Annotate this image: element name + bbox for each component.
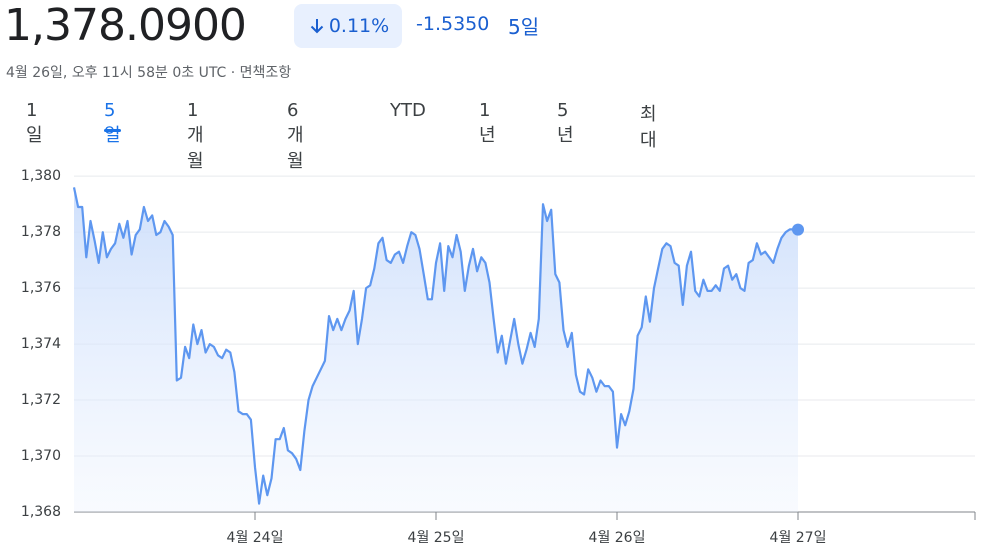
range-tab[interactable]: 1개월 — [187, 100, 204, 172]
timestamp: 4월 26일, 오후 11시 58분 0초 UTC · 면책조항 — [6, 65, 292, 81]
change-chip: 0.11% — [294, 4, 402, 48]
range-tab[interactable]: 1년 — [479, 100, 496, 146]
line — [72, 187, 799, 505]
y-tick-label: 1,372 — [21, 392, 61, 408]
down-arrow — [310, 19, 324, 34]
y-tick-label: 1,380 — [21, 168, 61, 184]
period: 5일 — [508, 15, 540, 39]
range-tab[interactable]: 5일 — [104, 100, 121, 146]
range-tab[interactable]: 최대 — [640, 104, 657, 151]
change-percent: 0.11% — [328, 15, 390, 37]
range-tab[interactable]: YTD — [390, 100, 426, 121]
change: -1.5350 — [416, 13, 490, 35]
range-tab[interactable]: 5년 — [557, 100, 574, 146]
range-tab[interactable]: 6개월 — [287, 100, 304, 172]
x-tick-label: 4월 25일 — [408, 530, 465, 546]
x-tick-label: 4월 27일 — [770, 530, 827, 546]
area — [74, 187, 798, 512]
y-tick-label: 1,376 — [21, 280, 61, 296]
last-point — [792, 223, 804, 236]
range-tab[interactable]: 1일 — [26, 100, 43, 146]
x-tick-label: 4월 24일 — [227, 530, 284, 546]
y-tick-label: 1,368 — [21, 504, 61, 520]
y-tick-label: 1,370 — [21, 448, 61, 464]
y-tick-label: 1,378 — [21, 224, 61, 240]
price: 1,378.0900 — [4, 0, 247, 51]
x-tick-label: 4월 26일 — [589, 530, 646, 546]
y-tick-label: 1,374 — [21, 336, 61, 352]
